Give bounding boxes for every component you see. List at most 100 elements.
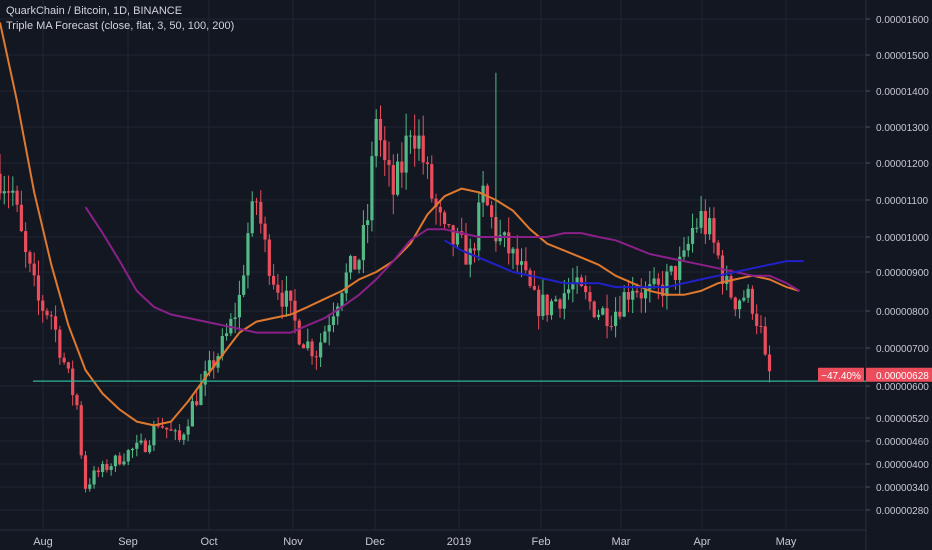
last-price-label: 0.00000628 — [876, 371, 929, 382]
candle-body — [661, 284, 665, 297]
candle-body — [468, 248, 472, 265]
candle-body — [242, 275, 246, 295]
candle-body — [32, 263, 36, 276]
candle-body — [733, 297, 737, 310]
candle-body — [15, 190, 19, 205]
candle-body — [601, 308, 605, 315]
candle-body — [729, 276, 733, 298]
candle-body — [344, 272, 348, 294]
candle-body — [327, 325, 331, 332]
candle-body — [75, 395, 79, 406]
candle-body — [605, 308, 609, 327]
candle-body — [83, 455, 88, 489]
candle-body — [413, 135, 417, 149]
candle-body — [404, 135, 408, 173]
candle-body — [609, 326, 613, 328]
candle-body — [434, 198, 438, 207]
candle-body — [421, 135, 425, 163]
candle-body — [45, 310, 49, 316]
axes — [0, 0, 867, 550]
candle-body — [233, 317, 237, 319]
candle-body — [703, 211, 707, 235]
candle-body — [579, 277, 583, 286]
candle-body — [212, 360, 216, 368]
candle-body — [92, 470, 96, 485]
candle-body — [190, 401, 194, 427]
symbol-title[interactable]: QuarkChain / Bitcoin, 1D, BINANCE — [6, 5, 183, 17]
price-axis[interactable]: 0.00001600 0.00001500 0.00001400 0.00001300… — [866, 15, 929, 517]
candle-body — [631, 290, 635, 300]
candle-body — [101, 464, 105, 473]
candle-body — [588, 292, 592, 302]
candle-body — [105, 464, 109, 470]
candle-body — [139, 440, 143, 443]
candle-body — [400, 161, 404, 173]
time-tick-label: Sep — [118, 536, 138, 548]
price-tick-label: 0.00001200 — [876, 159, 929, 170]
candle-body — [695, 227, 699, 229]
candle-body — [224, 333, 229, 337]
candle-body — [293, 300, 297, 321]
time-tick-label: Mar — [612, 536, 631, 548]
ma-mid-line — [84, 206, 800, 334]
candle-body — [678, 256, 682, 281]
candle-body — [314, 356, 318, 358]
candle-body — [541, 294, 545, 317]
candle-body — [254, 201, 259, 203]
candle-body — [507, 232, 511, 254]
candle-body — [417, 135, 421, 149]
candle-body — [122, 461, 126, 465]
candle-body — [173, 430, 177, 432]
candle-body — [280, 292, 284, 307]
candle-body — [378, 118, 383, 141]
candle-body — [571, 283, 575, 290]
indicator-title[interactable]: Triple MA Forecast (close, flat, 3, 50, … — [6, 20, 235, 32]
candle-body — [716, 242, 720, 256]
candle-body — [357, 260, 361, 270]
candle-body — [498, 235, 502, 242]
moving-averages — [0, 22, 804, 427]
last-price-badge — [866, 367, 932, 382]
candle-body — [656, 278, 660, 285]
candle-body — [96, 470, 100, 473]
candle-body — [160, 426, 165, 428]
candle-body — [592, 301, 596, 318]
time-axis[interactable]: Aug Sep Oct Nov Dec 2019 Feb Mar Apr May — [33, 536, 797, 548]
candle-body — [408, 135, 412, 137]
price-tick-label: 0.00000800 — [876, 307, 929, 318]
candle-body — [528, 270, 532, 287]
candle-body — [742, 297, 746, 301]
candle-body — [126, 450, 130, 462]
candle-body — [763, 326, 767, 355]
last-price: −47.40% 0.00000628 — [818, 367, 932, 382]
price-tick-label: 0.00001400 — [876, 87, 929, 98]
candle-body — [272, 275, 276, 285]
candle-body — [519, 261, 524, 265]
candle-body — [169, 429, 173, 431]
candle-body — [490, 205, 494, 217]
candle-body — [36, 275, 41, 301]
candle-body — [746, 288, 750, 298]
price-tick-label: 0.00000700 — [876, 344, 929, 355]
candle-body — [686, 243, 690, 251]
candle-body — [143, 440, 147, 453]
candle-body — [2, 191, 6, 194]
ma-slow-line — [444, 239, 804, 289]
time-tick-label: Aug — [33, 536, 53, 548]
candle-body — [430, 164, 434, 199]
candle-body — [289, 290, 293, 301]
price-tick-label: 0.00000520 — [876, 414, 929, 425]
candle-body — [669, 266, 673, 272]
candle-body — [113, 455, 118, 467]
candle-body — [276, 284, 280, 293]
candle-body — [135, 442, 139, 449]
candle-body — [41, 300, 45, 311]
candle-body — [366, 220, 370, 225]
candle-body — [455, 231, 460, 245]
candle-body — [310, 341, 314, 357]
price-tick-label: 0.00000280 — [876, 506, 929, 517]
candle-body — [558, 299, 562, 309]
candle-body — [708, 218, 712, 235]
